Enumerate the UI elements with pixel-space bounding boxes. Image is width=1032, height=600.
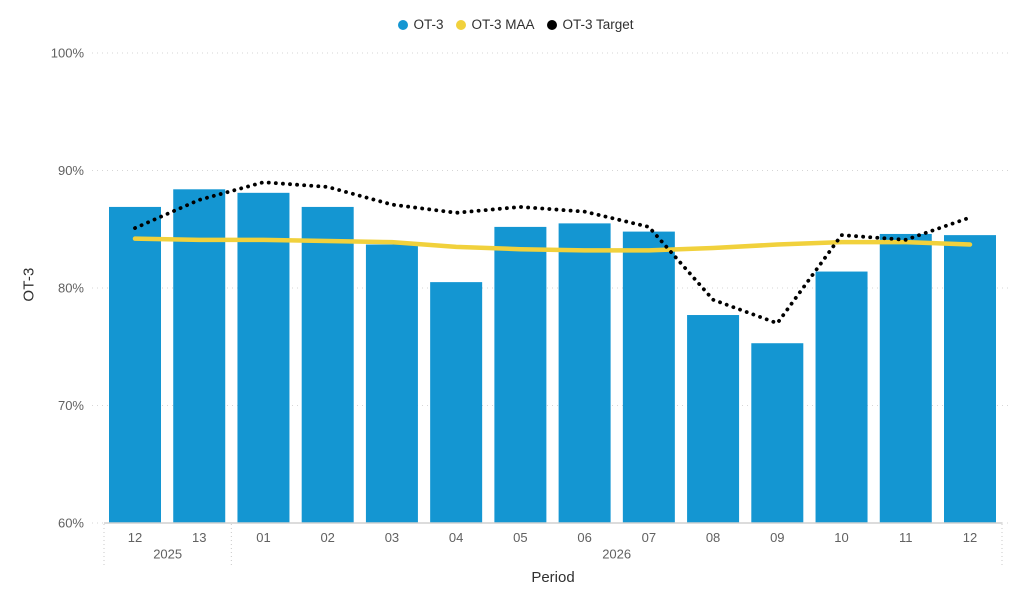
target-line[interactable] xyxy=(133,180,972,326)
x-tick-label: 12 xyxy=(128,530,142,545)
y-tick-label: 100% xyxy=(51,46,85,61)
y-tick-label: 60% xyxy=(58,516,84,531)
bar[interactable] xyxy=(558,223,611,523)
bar[interactable] xyxy=(109,206,161,524)
bar[interactable] xyxy=(365,244,418,523)
legend-label-ot3-target: OT-3 Target xyxy=(562,17,634,32)
bar[interactable] xyxy=(751,343,804,523)
x-tick-label: 05 xyxy=(513,530,527,545)
x-tick-label: 04 xyxy=(449,530,463,545)
maa-line[interactable] xyxy=(132,236,973,253)
y-tick-label: 80% xyxy=(58,281,84,296)
y-tick-label: 70% xyxy=(58,398,84,413)
legend-item-ot3-target[interactable]: OT-3 Target xyxy=(547,17,634,32)
bar[interactable] xyxy=(944,235,996,523)
bar[interactable] xyxy=(879,233,932,523)
bar[interactable] xyxy=(301,206,354,524)
x-axis-title: Period xyxy=(531,569,575,586)
legend-label-ot3-maa: OT-3 MAA xyxy=(471,17,535,32)
x-tick-label: 12 xyxy=(963,530,977,545)
x-tick-label: 09 xyxy=(770,530,784,545)
x-tick-label: 13 xyxy=(192,530,206,545)
x-tick-label: 08 xyxy=(706,530,720,545)
bar[interactable] xyxy=(687,315,740,523)
legend-item-ot3[interactable]: OT-3 xyxy=(398,17,443,32)
bar[interactable] xyxy=(622,231,675,523)
x-tick-label: 07 xyxy=(642,530,656,545)
x-tick-label: 01 xyxy=(256,530,270,545)
x-tick-label: 11 xyxy=(899,530,913,545)
bar[interactable] xyxy=(237,192,290,523)
y-tick-label: 90% xyxy=(58,163,84,178)
x-tick-label: 06 xyxy=(577,530,591,545)
x-tick-label: 10 xyxy=(834,530,848,545)
legend-label-ot3: OT-3 xyxy=(413,17,444,32)
bar[interactable] xyxy=(430,282,483,523)
bar[interactable] xyxy=(173,189,226,524)
year-label: 2026 xyxy=(602,547,631,562)
legend-dot-ot3 xyxy=(398,19,409,30)
year-label: 2025 xyxy=(153,547,182,562)
x-tick-label: 02 xyxy=(320,530,334,545)
legend-dot-ot3-target xyxy=(547,19,558,30)
bar[interactable] xyxy=(815,271,868,523)
legend: OT-3 OT-3 MAA OT-3 Target xyxy=(0,17,1032,32)
x-tick-label: 03 xyxy=(385,530,399,545)
bar[interactable] xyxy=(494,226,547,523)
legend-dot-ot3-maa xyxy=(456,19,467,30)
legend-item-ot3-maa[interactable]: OT-3 MAA xyxy=(456,17,534,32)
